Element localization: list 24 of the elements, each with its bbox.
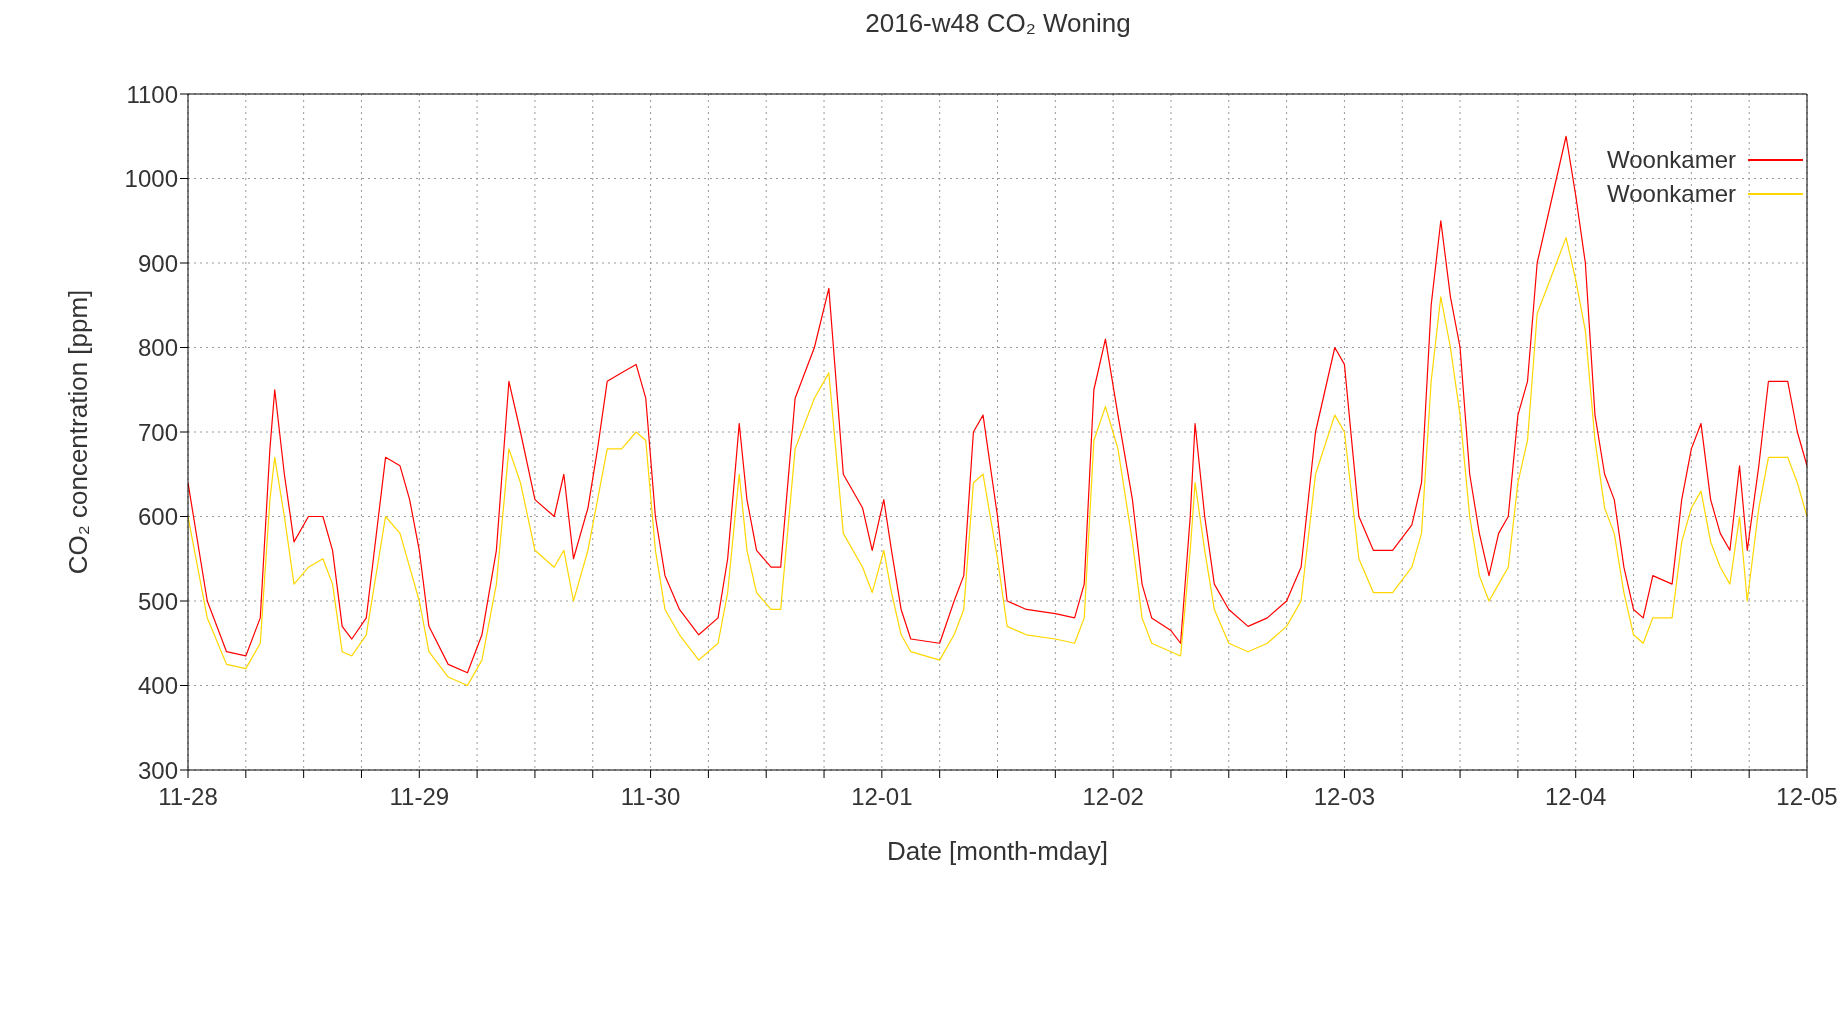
- x-tick-label: 12-05: [1776, 783, 1838, 811]
- legend-label: Woonkamer: [1607, 179, 1736, 209]
- y-axis-title: CO₂ concentration [ppm]: [63, 289, 94, 575]
- x-tick-label: 11-30: [620, 783, 681, 811]
- y-tick-label: 1000: [124, 165, 178, 193]
- line-series: [188, 135, 1807, 674]
- y-tick-label: 300: [137, 756, 178, 784]
- chart-title: 2016-w48 CO₂ Woning: [864, 8, 1132, 40]
- y-tick-label: 400: [137, 672, 178, 700]
- y-tick-label: 700: [137, 418, 178, 446]
- y-tick-label: 1100: [126, 80, 178, 108]
- x-tick-label: 12-01: [851, 783, 913, 811]
- x-tick-label: 12-03: [1313, 783, 1376, 811]
- y-tick-label: 500: [137, 587, 178, 615]
- line-series: [188, 237, 1807, 687]
- y-tick-label: 800: [137, 334, 178, 362]
- y-tick-label: 900: [137, 249, 178, 277]
- x-tick-label: 12-04: [1545, 783, 1607, 811]
- x-tick-label: 11-28: [158, 783, 218, 811]
- legend-label: Woonkamer: [1607, 145, 1736, 175]
- x-axis-title: Date [month-mday]: [886, 836, 1109, 866]
- y-tick-label: 600: [137, 503, 178, 531]
- x-tick-label: 12-02: [1082, 783, 1144, 811]
- x-tick-label: 11-29: [389, 783, 450, 811]
